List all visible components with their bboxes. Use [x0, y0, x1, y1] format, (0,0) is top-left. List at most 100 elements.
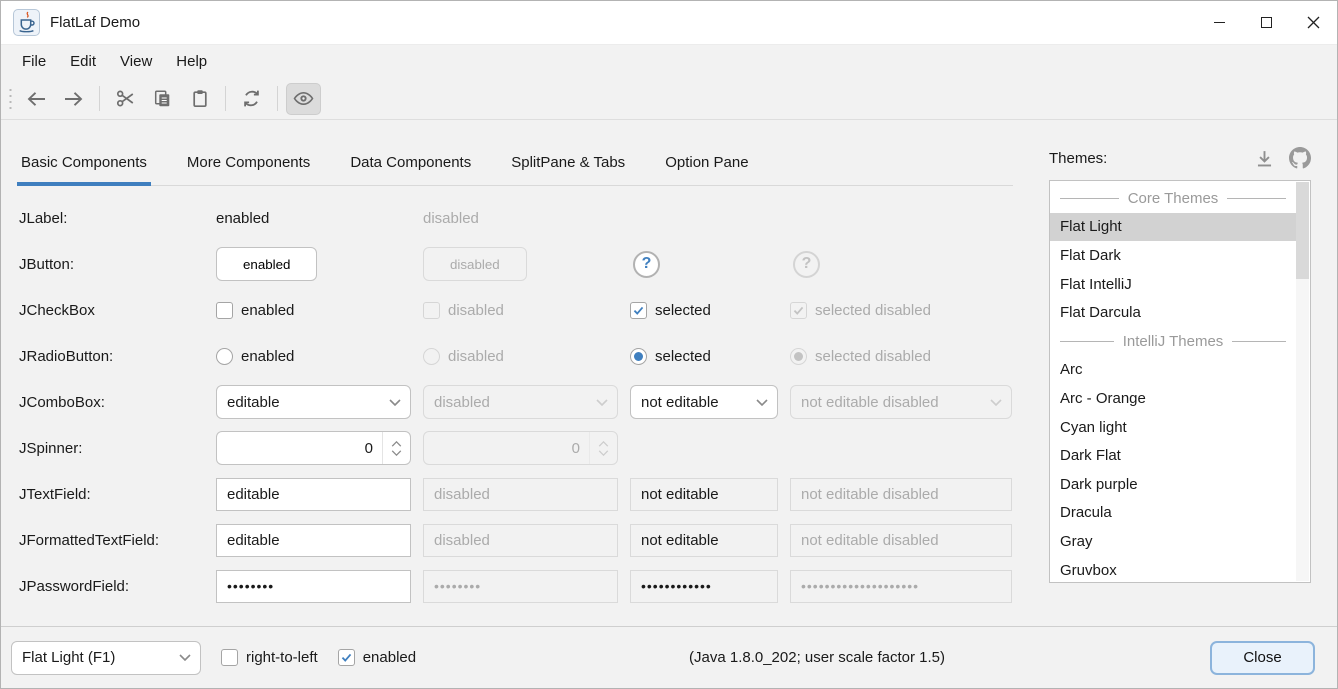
title-bar: FlatLaf Demo [1, 1, 1337, 45]
java-coffee-cup-icon [13, 9, 40, 36]
checkbox-checked-icon [337, 649, 355, 666]
passwordfield-editable[interactable]: •••••••• [216, 569, 411, 603]
cut-icon [116, 90, 134, 107]
tab-splitpane-tabs[interactable]: SplitPane & Tabs [511, 154, 626, 171]
tab-more-components[interactable]: More Components [186, 154, 311, 171]
theme-item-arc[interactable]: Arc [1060, 361, 1083, 379]
checkbox-checked-icon [630, 301, 647, 319]
row-jbutton: JButton: enabled disabled ? ? [19, 241, 1013, 287]
formatted-textfield-not-editable: not editable [630, 523, 778, 557]
help-button-disabled: ? [793, 250, 820, 278]
look-and-feel-value: Flat Light (F1) [22, 649, 116, 666]
help-button[interactable]: ? [633, 250, 660, 278]
tab-data-components[interactable]: Data Components [350, 154, 472, 171]
theme-item-arc-orange[interactable]: Arc - Orange [1060, 389, 1146, 407]
themes-group-separator: Core Themes [1050, 184, 1296, 213]
themes-group-separator: IntelliJ Themes [1050, 327, 1296, 356]
menu-file[interactable]: File [22, 53, 47, 70]
theme-item-cyan-light[interactable]: Cyan light [1060, 418, 1127, 436]
checkbox-icon [423, 301, 440, 319]
chevron-down-icon [598, 449, 609, 456]
checkbox-enabled[interactable]: enabled [216, 301, 411, 319]
right-to-left-checkbox[interactable]: right-to-left [221, 649, 318, 666]
menu-help[interactable]: Help [176, 53, 208, 70]
back-button[interactable] [19, 83, 54, 115]
github-icon[interactable] [1289, 147, 1311, 169]
chevron-down-icon[interactable] [747, 398, 777, 406]
status-text: (Java 1.8.0_202; user scale factor 1.5) [689, 649, 945, 666]
textfield-editable[interactable]: editable [216, 477, 411, 511]
back-icon [27, 91, 45, 106]
theme-item-flat-dark[interactable]: Flat Dark [1060, 246, 1121, 264]
row-label: JPasswordField: [19, 577, 130, 595]
checkbox-icon [216, 301, 233, 319]
checkbox-label: selected [655, 301, 711, 319]
theme-item-dark-purple[interactable]: Dark purple [1060, 475, 1138, 493]
close-icon [1307, 16, 1320, 29]
menu-edit[interactable]: Edit [70, 53, 97, 70]
themes-scrollbar[interactable] [1296, 182, 1309, 581]
theme-item-dark-flat[interactable]: Dark Flat [1060, 447, 1121, 465]
radio-selected[interactable]: selected [630, 347, 778, 365]
chevron-down-icon[interactable] [170, 654, 200, 661]
minimize-icon [1214, 22, 1225, 23]
row-jcheckbox: JCheckBox enabled disabled selected [19, 287, 1013, 333]
paste-button[interactable] [182, 83, 217, 115]
question-mark-icon: ? [801, 255, 812, 272]
spinner-arrows[interactable] [382, 432, 410, 464]
question-mark-icon: ? [641, 255, 652, 272]
refresh-button[interactable] [234, 83, 269, 115]
formatted-textfield-not-editable-disabled: not editable disabled [790, 523, 1012, 557]
themes-label: Themes: [1049, 149, 1108, 167]
theme-item-flat-light[interactable]: Flat Light [1050, 212, 1296, 242]
radio-icon [423, 347, 440, 365]
spinner-enabled[interactable]: 0 [216, 431, 411, 465]
menu-bar: File Edit View Help [1, 45, 1337, 78]
cut-button[interactable] [108, 83, 143, 115]
menu-view[interactable]: View [120, 53, 153, 70]
formatted-textfield-editable[interactable]: editable [216, 523, 411, 557]
radio-checked-icon [790, 347, 807, 365]
tab-basic-components[interactable]: Basic Components [17, 140, 151, 186]
toolbar-separator [99, 86, 100, 111]
checkbox-selected-disabled: selected disabled [790, 301, 1012, 319]
checkbox-label: disabled [448, 301, 504, 319]
theme-item-flat-intellij[interactable]: Flat IntelliJ [1060, 275, 1132, 293]
theme-item-dracula[interactable]: Dracula [1060, 504, 1112, 522]
row-label: JFormattedTextField: [19, 531, 160, 549]
look-and-feel-select[interactable]: Flat Light (F1) [11, 640, 201, 675]
forward-button[interactable] [56, 83, 91, 115]
show-hidden-toggle-button[interactable] [286, 82, 321, 115]
toolbar-grip[interactable] [8, 86, 13, 111]
close-window-button[interactable] [1290, 1, 1337, 44]
download-icon[interactable] [1255, 149, 1274, 168]
themes-panel: Themes: Core Themes Flat Light Flat Dark… [1013, 120, 1337, 626]
combobox-disabled: disabled [423, 385, 618, 419]
minimize-button[interactable] [1196, 1, 1243, 44]
radio-enabled[interactable]: enabled [216, 347, 411, 365]
themes-list: Core Themes Flat Light Flat Dark Flat In… [1049, 180, 1311, 583]
copy-button[interactable] [145, 83, 180, 115]
paste-icon [192, 90, 207, 108]
combobox-editable[interactable]: editable [216, 385, 411, 419]
disabled-button: disabled [423, 247, 527, 281]
spinner-value[interactable]: 0 [364, 439, 373, 457]
checkbox-checked-icon [790, 301, 807, 319]
combobox-value: not editable disabled [801, 393, 939, 411]
theme-item-gray[interactable]: Gray [1060, 532, 1093, 550]
close-button[interactable]: Close [1210, 640, 1315, 675]
combobox-value: not editable [641, 393, 719, 411]
row-label: JLabel: [19, 209, 68, 227]
checkbox-selected[interactable]: selected [630, 301, 778, 319]
enabled-button[interactable]: enabled [216, 247, 318, 281]
theme-item-flat-darcula[interactable]: Flat Darcula [1060, 304, 1141, 322]
scrollbar-thumb[interactable] [1296, 182, 1309, 279]
radio-label: selected [655, 347, 711, 365]
tab-option-pane[interactable]: Option Pane [665, 154, 749, 171]
combobox-not-editable[interactable]: not editable [630, 385, 778, 419]
maximize-button[interactable] [1243, 1, 1290, 44]
theme-item-gruvbox[interactable]: Gruvbox [1060, 561, 1117, 579]
enabled-checkbox[interactable]: enabled [337, 649, 416, 666]
chevron-down-icon[interactable] [380, 398, 410, 406]
